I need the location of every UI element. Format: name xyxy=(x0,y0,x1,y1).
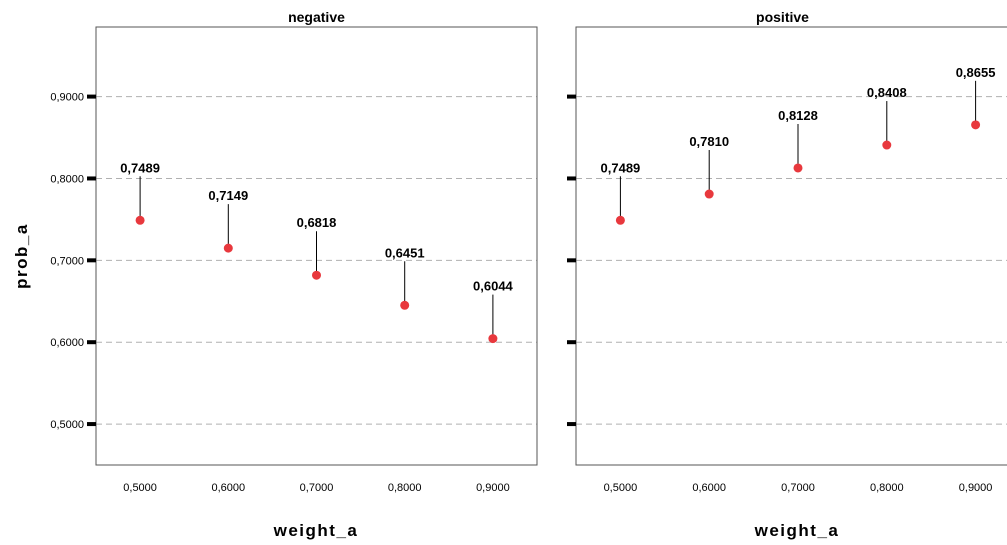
panel-1-data-label: 0,7489 xyxy=(120,160,160,175)
panel-1-data-label: 0,6818 xyxy=(297,215,337,230)
panel-1-data-label: 0,6451 xyxy=(385,245,425,260)
panel-2-data-point xyxy=(704,189,714,199)
panel-2-x-tick-label: 0,8000 xyxy=(870,482,904,494)
panel-2-data-label: 0,8408 xyxy=(867,85,907,100)
panel-1-data-label: 0,7149 xyxy=(208,188,248,203)
panel-2-title: positive xyxy=(756,9,809,25)
panel-2-data-label: 0,8655 xyxy=(956,65,996,80)
y-tick-label: 0,5000 xyxy=(50,419,84,431)
panel-1-data-point xyxy=(312,270,321,280)
panel-2-x-axis-title: weight_a xyxy=(754,521,840,540)
panel-1-data-point xyxy=(223,243,233,253)
y-axis-title: prob_a xyxy=(12,223,31,289)
panel-1-x-tick-label: 0,5000 xyxy=(123,482,157,494)
panel-2-frame xyxy=(575,26,1007,466)
panel-2-data-point xyxy=(615,215,625,225)
y-tick-label: 0,8000 xyxy=(50,173,84,185)
panel-1-data-point xyxy=(400,300,410,310)
panel-1-title: negative xyxy=(288,9,345,25)
y-tick-label: 0,6000 xyxy=(50,337,84,349)
panel-1-data-point xyxy=(135,215,145,225)
panel-2-data-point xyxy=(793,163,803,173)
panel-2-data-label: 0,8128 xyxy=(778,108,818,123)
panel-2-data-point xyxy=(882,140,892,150)
panel-2-x-tick-label: 0,6000 xyxy=(692,482,726,494)
panel-1-x-tick-label: 0,8000 xyxy=(388,482,422,494)
panel-1-data-label: 0,6044 xyxy=(473,279,514,294)
panel-1-x-axis-title: weight_a xyxy=(273,521,359,540)
panel-2-data-point xyxy=(971,120,981,130)
panel-2-data-label: 0,7810 xyxy=(689,134,729,149)
panel-1-data-point xyxy=(488,334,498,344)
panel-2-data-label: 0,7489 xyxy=(601,160,641,175)
panel-1-x-tick-label: 0,7000 xyxy=(300,482,334,494)
panel-1-x-tick-label: 0,6000 xyxy=(211,482,245,494)
panel-1-x-tick-label: 0,9000 xyxy=(476,482,510,494)
panel-2-x-tick-label: 0,7000 xyxy=(781,482,815,494)
panel-2-x-tick-label: 0,9000 xyxy=(959,482,993,494)
y-tick-label: 0,7000 xyxy=(50,255,84,267)
panel-2-x-tick-label: 0,5000 xyxy=(604,482,638,494)
panel-1-frame xyxy=(95,26,538,466)
y-tick-label: 0,9000 xyxy=(50,92,84,104)
